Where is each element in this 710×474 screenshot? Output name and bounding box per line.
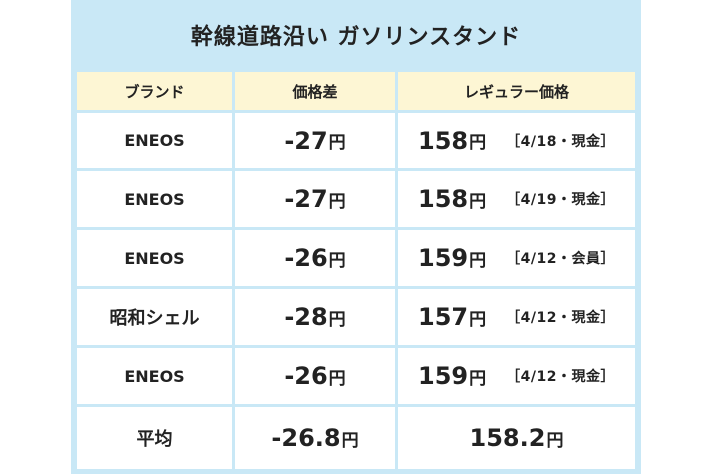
header-regular-price: レギュラー価格	[398, 72, 635, 110]
row-5-brand: ENEOS	[77, 348, 232, 404]
row-3-diff: -26 円	[235, 230, 395, 286]
row-1-diff-value: -27	[284, 126, 328, 155]
row-4-note: ［4/12・現金］	[506, 310, 615, 326]
row-4-diff-unit: 円	[328, 309, 346, 330]
row-3-price-value: 159	[418, 244, 469, 272]
row-3-diff-value: -26	[284, 244, 328, 272]
row-3-price: 159 円 ［4/12・会員］	[398, 230, 635, 286]
row-1-price: 158 円 ［4/18・現金］	[398, 113, 635, 168]
row-5-price-unit: 円	[469, 368, 487, 389]
row-1-diff-unit: 円	[328, 133, 346, 153]
row-4-price-unit: 円	[469, 309, 487, 330]
average-label: 平均	[77, 407, 232, 469]
average-diff: -26.8 円	[235, 407, 395, 469]
row-4-diff-value: -28	[284, 303, 328, 331]
row-5-diff: -26 円	[235, 348, 395, 404]
row-1-brand: ENEOS	[77, 113, 232, 168]
row-1-note: ［4/18・現金］	[506, 133, 615, 150]
row-3-price-unit: 円	[469, 250, 487, 271]
average-price-value: 158.2	[469, 424, 546, 452]
row-4-price-value: 157	[418, 303, 469, 331]
row-4-diff: -28 円	[235, 289, 395, 345]
row-2-brand: ENEOS	[77, 171, 232, 227]
average-diff-unit: 円	[341, 430, 359, 451]
row-2-price-value: 158	[418, 185, 469, 213]
row-5-price: 159 円 ［4/12・現金］	[398, 348, 635, 404]
row-5-diff-unit: 円	[328, 368, 346, 389]
header-brand: ブランド	[77, 72, 232, 110]
row-1-price-unit: 円	[469, 133, 487, 153]
row-1-price-value: 158	[418, 126, 469, 155]
header-price-diff: 価格差	[235, 72, 395, 110]
row-5-diff-value: -26	[284, 362, 328, 390]
average-diff-value: -26.8	[271, 424, 341, 452]
row-5-note: ［4/12・現金］	[506, 369, 615, 385]
table-title: 幹線道路沿い ガソリンスタンド	[190, 25, 522, 50]
row-2-price-unit: 円	[469, 191, 487, 212]
row-3-brand: ENEOS	[77, 230, 232, 286]
average-price-unit: 円	[546, 430, 564, 451]
price-table: 幹線道路沿い ガソリンスタンド ブランド 価格差 レギュラー価格 ENEOS -…	[71, 0, 641, 474]
row-4-price: 157 円 ［4/12・現金］	[398, 289, 635, 345]
row-2-diff-unit: 円	[328, 191, 346, 212]
average-price: 158.2 円	[398, 407, 635, 469]
row-2-diff: -27 円	[235, 171, 395, 227]
row-2-price: 158 円 ［4/19・現金］	[398, 171, 635, 227]
row-5-price-value: 159	[418, 362, 469, 390]
row-3-diff-unit: 円	[328, 250, 346, 271]
row-2-note: ［4/19・現金］	[506, 192, 615, 208]
row-4-brand: 昭和シェル	[77, 289, 232, 345]
row-1-diff: -27 円	[235, 113, 395, 168]
row-2-diff-value: -27	[284, 185, 328, 213]
row-3-note: ［4/12・会員］	[506, 251, 615, 267]
